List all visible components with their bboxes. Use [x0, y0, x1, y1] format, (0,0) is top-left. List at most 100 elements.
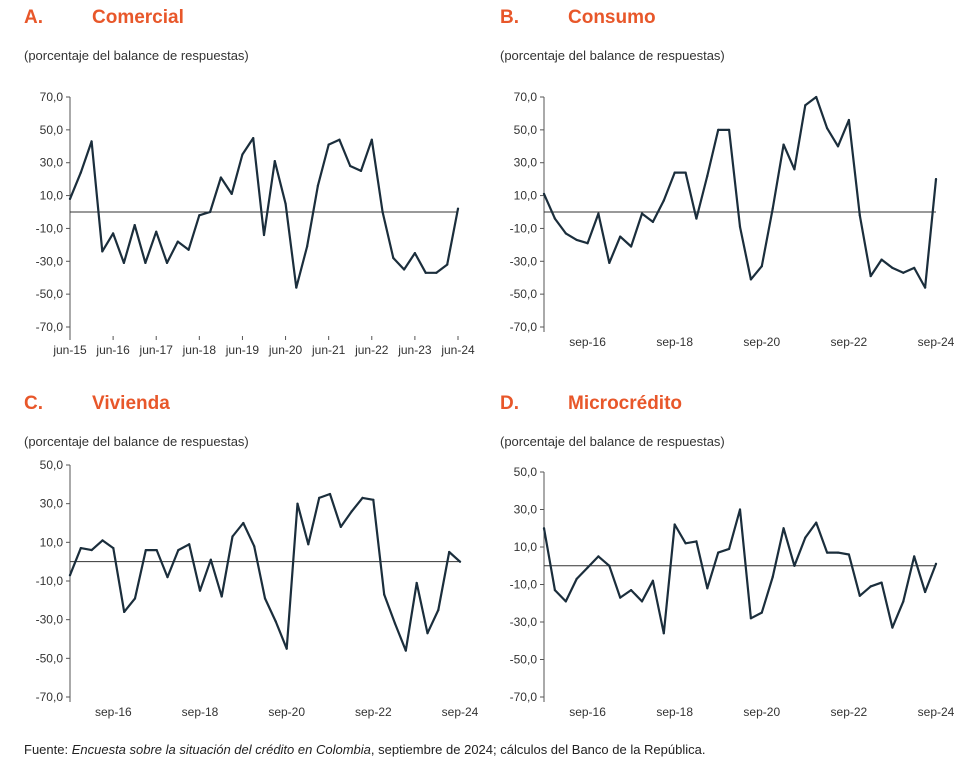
data-point: [359, 169, 363, 173]
y-tick-label: 50,0: [514, 123, 538, 137]
x-tick-label: sep-20: [268, 705, 305, 719]
data-point: [187, 248, 190, 251]
x-tick-label: jun-15: [52, 343, 87, 357]
data-point: [349, 164, 352, 168]
data-point: [913, 266, 916, 269]
x-tick-label: sep-20: [743, 335, 780, 349]
data-point: [826, 127, 829, 130]
data-point: [426, 632, 429, 635]
data-point: [902, 271, 905, 274]
data-point: [662, 632, 665, 635]
data-point: [728, 128, 731, 131]
data-point: [869, 585, 872, 588]
data-point: [306, 245, 309, 248]
panel-comercial: A. Comercial (porcentaje del balance de r…: [0, 0, 475, 370]
data-point: [101, 250, 104, 253]
panel-title: C. Vivienda: [24, 393, 170, 415]
chart-comercial: 70,0 50,0 30,0 10,0 -10,0 -30,0 -50,0 -70,0 jun-…: [36, 90, 475, 357]
data-point: [209, 558, 212, 561]
data-point: [285, 647, 288, 650]
data-point: [241, 153, 244, 156]
data-point: [68, 574, 72, 577]
data-point: [231, 535, 234, 538]
data-point: [782, 527, 785, 530]
data-point: [68, 197, 72, 200]
panel-letter: B.: [500, 7, 519, 28]
data-point: [435, 271, 438, 274]
data-point: [393, 622, 397, 625]
x-tick-label: sep-18: [656, 705, 693, 719]
x-tick-label: jun-24: [440, 343, 475, 357]
x-tick-label: sep-24: [918, 335, 955, 349]
data-point: [262, 233, 266, 237]
source-title: Encuesta sobre la situación del crédito …: [71, 742, 371, 757]
data-point: [902, 600, 905, 603]
panel-title-text: Microcrédito: [568, 393, 683, 414]
y-tick-label: -10,0: [510, 578, 538, 592]
x-tick-label: sep-24: [442, 705, 479, 719]
data-point: [597, 212, 600, 215]
data-point: [597, 555, 600, 558]
y-tick-label: 10,0: [40, 189, 64, 203]
data-point: [112, 232, 115, 235]
data-point: [176, 240, 179, 243]
data-point: [706, 174, 709, 177]
panel-title-text: Consumo: [568, 7, 656, 28]
panel-subtitle: (porcentaje del balance de respuestas): [500, 48, 725, 63]
data-point: [586, 242, 589, 245]
data-point: [760, 265, 763, 268]
data-point: [717, 551, 720, 554]
data-point: [350, 510, 353, 513]
data-point: [673, 523, 676, 526]
panel-letter: C.: [24, 393, 43, 414]
x-tick-label: sep-18: [656, 335, 693, 349]
x-tick-label: jun-22: [354, 343, 389, 357]
data-point: [706, 587, 709, 590]
data-point: [749, 278, 752, 281]
data-point: [673, 171, 676, 174]
data-point: [456, 207, 460, 210]
data-point: [869, 274, 872, 278]
data-point: [630, 589, 633, 592]
data-point: [542, 192, 546, 196]
data-point: [924, 590, 927, 594]
chart-vivienda: 50,0 30,0 10,0 -10,0 -30,0 -50,0 -70,0 sep-16 se…: [36, 458, 479, 719]
data-point: [934, 562, 938, 565]
panel-title-text: Vivienda: [92, 393, 170, 414]
y-tick-label: 70,0: [514, 90, 538, 104]
data-point: [79, 547, 82, 550]
data-point: [738, 508, 742, 511]
data-point: [738, 225, 742, 228]
data-point: [307, 543, 310, 546]
data-point: [112, 547, 115, 550]
x-tick-label: sep-20: [743, 705, 780, 719]
data-point: [771, 575, 774, 579]
panel-letter: D.: [500, 393, 519, 414]
data-point: [630, 245, 633, 248]
data-point: [575, 238, 578, 242]
data-point: [274, 620, 277, 623]
y-tick-label: 30,0: [40, 497, 64, 511]
x-tick-label: jun-18: [182, 343, 217, 357]
x-tick-label: sep-22: [355, 705, 392, 719]
y-tick-label: 10,0: [40, 535, 64, 549]
data-point: [253, 545, 256, 548]
data-point: [458, 560, 462, 563]
data-point: [413, 251, 416, 255]
source-suffix: , septiembre de 2024; cálculos del Banco…: [370, 742, 706, 757]
data-point: [728, 547, 731, 550]
data-point: [424, 271, 427, 274]
panel-subtitle: (porcentaje del balance de respuestas): [24, 434, 249, 449]
x-tick-label: sep-22: [831, 335, 868, 349]
data-point: [370, 138, 373, 141]
data-point: [177, 548, 180, 552]
panel-title: B. Consumo: [500, 7, 656, 29]
y-tick-label: -30,0: [36, 613, 64, 627]
data-point: [437, 608, 440, 612]
data-point: [651, 220, 654, 223]
data-point: [564, 232, 567, 235]
y-tick-label: -50,0: [510, 287, 538, 301]
data-point: [815, 95, 818, 99]
data-point: [198, 214, 201, 217]
y-tick-label: -70,0: [510, 320, 538, 334]
